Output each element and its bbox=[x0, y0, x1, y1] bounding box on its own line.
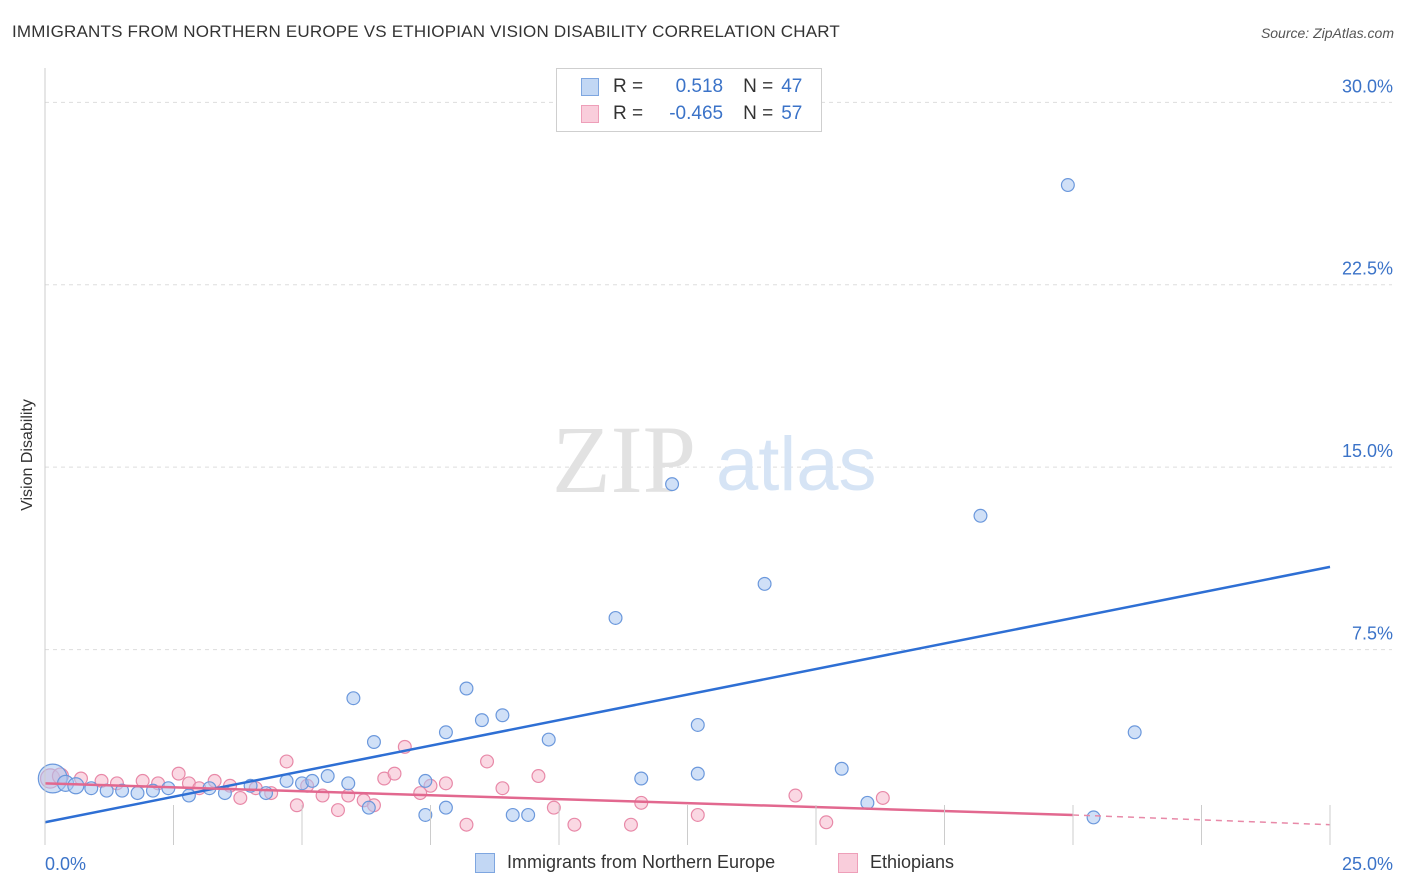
northern-europe-point bbox=[459, 681, 474, 696]
r-value: 0.518 bbox=[675, 76, 724, 97]
ethiopian-point bbox=[330, 803, 345, 818]
series-legend: Immigrants from Northern Europe Ethiopia… bbox=[0, 852, 1406, 878]
northern-europe-point bbox=[973, 508, 988, 523]
northern-europe-point bbox=[608, 610, 623, 625]
northern-europe-point bbox=[690, 717, 705, 732]
northern-europe-point bbox=[346, 691, 361, 706]
grid-layer bbox=[45, 101, 1392, 651]
ethiopian-point bbox=[387, 766, 402, 781]
ethiopian-point bbox=[567, 817, 582, 832]
r-value: -0.465 bbox=[669, 103, 724, 124]
northern-europe-point bbox=[665, 477, 680, 492]
ethiopian-point bbox=[413, 786, 428, 801]
northern-europe-point bbox=[474, 713, 489, 728]
n-value: 47 bbox=[781, 76, 803, 97]
legend-row-northern-europe: R = 0.518 N = 47 bbox=[581, 75, 802, 99]
ethiopian-point bbox=[819, 815, 834, 830]
northern-europe-trend-line bbox=[44, 565, 1331, 824]
legend-item-northern-europe[interactable]: Immigrants from Northern Europe bbox=[475, 852, 775, 873]
ethiopian-point bbox=[438, 776, 453, 791]
northern-europe-point bbox=[757, 576, 772, 591]
legend-label: Immigrants from Northern Europe bbox=[507, 852, 776, 872]
watermark: ZIP atlas bbox=[552, 406, 877, 513]
ethiopian-point bbox=[480, 754, 495, 769]
ethiopian-point bbox=[788, 788, 803, 803]
legend-label: Ethiopians bbox=[870, 852, 955, 872]
northern-europe-point bbox=[834, 761, 849, 776]
northern-europe-point bbox=[1060, 178, 1075, 193]
northern-europe-point bbox=[541, 732, 556, 747]
source-label: Source: ZipAtlas.com bbox=[1260, 25, 1394, 41]
legend-row-ethiopians: R = -0.465 N = 57 bbox=[581, 102, 802, 126]
y-axis-label: Vision Disability bbox=[19, 399, 36, 511]
northern-europe-point bbox=[521, 807, 536, 822]
ethiopian-trend-line bbox=[44, 782, 1074, 817]
correlation-legend: R = 0.518 N = 47 R = -0.465 N = 57 bbox=[556, 68, 822, 132]
northern-europe-point bbox=[305, 773, 320, 788]
ethiopian-point bbox=[875, 790, 890, 805]
northern-europe-point bbox=[279, 773, 294, 788]
chart-title: IMMIGRANTS FROM NORTHERN EUROPE VS ETHIO… bbox=[12, 22, 841, 41]
y-tick-label: 22.5% bbox=[1342, 259, 1393, 279]
n-label: N = bbox=[743, 103, 774, 124]
northern-europe-point bbox=[361, 800, 376, 815]
northern-europe-point bbox=[505, 807, 520, 822]
ethiopian-point bbox=[233, 790, 248, 805]
northern-europe-point bbox=[634, 771, 649, 786]
northern-europe-point bbox=[690, 766, 705, 781]
northern-europe-point bbox=[67, 777, 85, 795]
northern-europe-point bbox=[418, 807, 433, 822]
ethiopian-trend-extension bbox=[1072, 814, 1331, 826]
r-label: R = bbox=[613, 76, 644, 97]
watermark-zip: ZIP bbox=[552, 406, 696, 513]
y-tick-label: 7.5% bbox=[1352, 624, 1393, 644]
northern-europe-point bbox=[1086, 810, 1101, 825]
ethiopian-point bbox=[341, 788, 356, 803]
northern-europe-point bbox=[495, 708, 510, 723]
ethiopian-point bbox=[531, 769, 546, 784]
pink-swatch bbox=[581, 105, 599, 123]
northern-europe-points bbox=[37, 178, 1142, 825]
ethiopian-point bbox=[171, 766, 186, 781]
northern-europe-point bbox=[259, 786, 274, 801]
northern-europe-point bbox=[320, 769, 335, 784]
blue-swatch bbox=[581, 78, 599, 96]
northern-europe-point bbox=[115, 783, 130, 798]
ethiopian-point bbox=[623, 817, 638, 832]
ethiopian-point bbox=[546, 800, 561, 815]
x-tick-label-max: 25.0% bbox=[1342, 854, 1393, 874]
axis-layer: 7.5% 15.0% 22.5% 30.0% 0.0% 25.0% bbox=[44, 68, 1393, 874]
y-axis-label-wrap: Vision Disability bbox=[19, 399, 37, 511]
northern-europe-point bbox=[366, 735, 381, 750]
ethiopian-point bbox=[690, 807, 705, 822]
trend-lines bbox=[44, 565, 1331, 826]
northern-europe-point bbox=[130, 786, 145, 801]
northern-europe-point bbox=[1127, 725, 1142, 740]
y-tick-label: 15.0% bbox=[1342, 441, 1393, 461]
northern-europe-point bbox=[341, 776, 356, 791]
watermark-atlas: atlas bbox=[716, 422, 877, 507]
northern-europe-point bbox=[438, 725, 453, 740]
n-value: 57 bbox=[781, 103, 803, 124]
x-tick-label-min: 0.0% bbox=[45, 854, 86, 874]
r-label: R = bbox=[613, 103, 644, 124]
legend-item-ethiopians[interactable]: Ethiopians bbox=[838, 852, 954, 873]
ethiopian-point bbox=[279, 754, 294, 769]
ethiopian-point bbox=[289, 798, 304, 813]
n-label: N = bbox=[743, 76, 774, 97]
northern-europe-point bbox=[438, 800, 453, 815]
ethiopian-point bbox=[459, 817, 474, 832]
pink-swatch bbox=[838, 852, 858, 873]
y-tick-label: 30.0% bbox=[1342, 76, 1393, 96]
northern-europe-point bbox=[418, 773, 433, 788]
blue-swatch bbox=[475, 852, 495, 873]
ethiopian-point bbox=[495, 781, 510, 796]
